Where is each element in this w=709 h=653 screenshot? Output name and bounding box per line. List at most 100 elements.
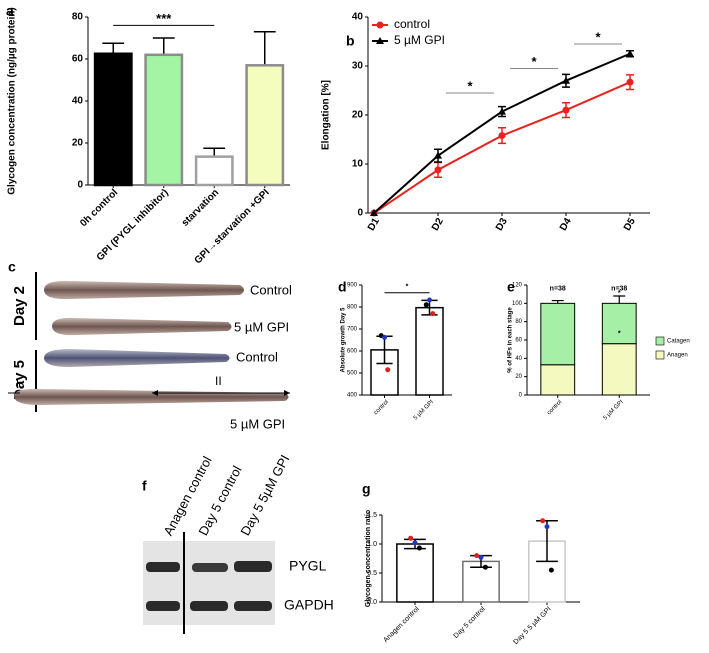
y-axis-label: Absolute growth Day 5 bbox=[341, 307, 347, 373]
x-tick-label: 5 µM GPI bbox=[413, 399, 435, 421]
y-tick-label: 400 bbox=[347, 393, 358, 399]
y-axis-label: Glycogen concentration (ng/µg protein) bbox=[7, 7, 18, 194]
panel-letter: f bbox=[142, 478, 147, 494]
data-point bbox=[474, 553, 480, 559]
y-tick-label: 40 bbox=[515, 356, 522, 362]
data-point bbox=[540, 518, 546, 524]
band bbox=[234, 561, 272, 572]
follicle-photo bbox=[44, 280, 244, 300]
y-tick-label: 0.0 bbox=[367, 599, 377, 606]
bar bbox=[194, 155, 234, 187]
band bbox=[190, 601, 228, 611]
marker bbox=[626, 78, 634, 86]
y-tick-label: 500 bbox=[347, 371, 358, 377]
y-tick-label: 10 bbox=[352, 159, 364, 170]
region-label: I bbox=[16, 377, 19, 389]
x-tick-label: D1 bbox=[366, 216, 382, 233]
data-point bbox=[478, 554, 484, 560]
annotation: * bbox=[467, 78, 473, 93]
legend-marker bbox=[376, 37, 384, 44]
follicle-photo bbox=[14, 388, 289, 405]
marker bbox=[434, 166, 442, 174]
marker bbox=[498, 132, 506, 140]
condition-label: Control bbox=[250, 282, 292, 297]
marker bbox=[562, 106, 570, 114]
band bbox=[192, 563, 228, 572]
legend-swatch bbox=[655, 336, 665, 346]
data-point bbox=[482, 564, 488, 570]
bar bbox=[415, 306, 444, 396]
y-tick-label: 80 bbox=[515, 319, 522, 325]
data-point bbox=[427, 297, 432, 303]
panel-letter: c bbox=[8, 259, 16, 275]
error-bar bbox=[613, 295, 626, 304]
panel-letter: d bbox=[338, 279, 347, 295]
annotation: *** bbox=[156, 11, 172, 26]
error-bar bbox=[203, 147, 226, 157]
y-tick-label: 20 bbox=[352, 110, 364, 121]
y-tick-label: 900 bbox=[347, 283, 358, 289]
x-tick-label: Day 5 control bbox=[453, 605, 487, 639]
x-tick-label: D3 bbox=[494, 216, 510, 233]
annotation: * bbox=[531, 54, 537, 69]
y-tick-label: 20 bbox=[72, 138, 84, 149]
x-tick-label: starvation bbox=[180, 187, 222, 229]
condition-label: Control bbox=[236, 349, 278, 364]
marker bbox=[498, 107, 506, 115]
bar bbox=[245, 64, 285, 187]
error-bar bbox=[152, 37, 175, 55]
y-tick-label: 120 bbox=[512, 283, 523, 289]
lane-label: Day 5 5µM GPI bbox=[237, 452, 292, 538]
y-tick-label: 20 bbox=[515, 374, 522, 380]
y-axis-label: % of HFs in each stage bbox=[508, 307, 514, 373]
x-tick-label: 5 µM GPI bbox=[603, 399, 625, 421]
data-point bbox=[430, 311, 436, 317]
annotation: n=38 bbox=[611, 286, 627, 293]
data-point bbox=[382, 334, 387, 340]
y-tick-label: 60 bbox=[72, 54, 84, 65]
bar bbox=[144, 53, 184, 187]
bar-segment bbox=[601, 302, 637, 345]
y-tick-label: 30 bbox=[352, 61, 364, 72]
bar-segment bbox=[540, 302, 576, 366]
y-tick-label: 40 bbox=[352, 12, 364, 23]
x-tick-label: 0h control bbox=[78, 187, 120, 229]
y-tick-label: 700 bbox=[347, 327, 358, 333]
annotation: n=38 bbox=[550, 286, 566, 293]
day-label: Day 2 bbox=[11, 286, 28, 326]
y-tick-label: 100 bbox=[512, 301, 523, 307]
y-tick-label: 80 bbox=[72, 12, 84, 23]
y-axis-label: Elongation [%] bbox=[321, 80, 332, 150]
condition-label: 5 µM GPI bbox=[230, 416, 285, 431]
bar-segment bbox=[540, 364, 576, 396]
data-point bbox=[544, 524, 550, 530]
error-bar bbox=[102, 42, 125, 54]
series-line bbox=[373, 81, 631, 214]
panel-letter: g bbox=[362, 481, 371, 497]
legend-marker bbox=[376, 21, 384, 29]
protein-label: PYGL bbox=[289, 558, 327, 574]
x-tick-label: control bbox=[546, 399, 563, 416]
y-tick-label: 0.5 bbox=[367, 570, 377, 577]
bar-segment bbox=[601, 343, 637, 396]
follicle-photo bbox=[52, 317, 232, 336]
annotation: * bbox=[595, 29, 601, 44]
band bbox=[146, 601, 180, 611]
marker bbox=[370, 209, 378, 216]
y-tick-label: 60 bbox=[515, 338, 522, 344]
legend-label: control bbox=[394, 17, 430, 31]
legend-label: Anagen bbox=[667, 353, 688, 359]
error-bar bbox=[551, 299, 564, 304]
data-point bbox=[423, 302, 429, 308]
y-axis-label: Glycogen concentration ratio bbox=[365, 510, 372, 607]
annotation: * bbox=[618, 290, 621, 297]
band bbox=[234, 601, 272, 611]
panel-c: c Day 2 Day 5 Control 5 µM GPI Control 5… bbox=[8, 259, 292, 431]
panel-letter: a bbox=[6, 3, 14, 19]
x-tick-label: Anagen control bbox=[382, 605, 421, 644]
legend-label: 5 µM GPI bbox=[394, 33, 445, 47]
legend-label: Catagen bbox=[667, 339, 690, 345]
data-point bbox=[412, 540, 418, 546]
bar bbox=[396, 543, 434, 603]
